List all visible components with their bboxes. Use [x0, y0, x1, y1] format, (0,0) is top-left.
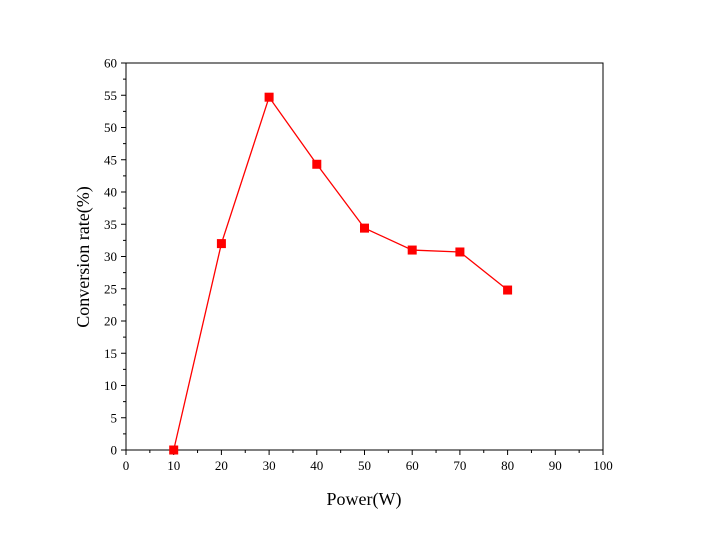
x-tick-label: 40 [310, 458, 323, 473]
x-tick-label: 80 [501, 458, 514, 473]
data-point-marker [216, 239, 226, 249]
series-line [173, 95, 509, 451]
axes: 0 10 20 30 40 50 60 70 80 90 100 0 5 10 15 20 25 30 35 40 45… [104, 56, 613, 474]
data-point-marker [264, 92, 274, 102]
plot-frame [125, 62, 604, 451]
y-tick-label: 50 [104, 120, 117, 135]
y-tick-label: 40 [104, 185, 117, 200]
data-point-marker [360, 223, 369, 233]
data-point-marker [503, 285, 513, 295]
y-axis-label: Conversion rate(%) [73, 186, 94, 327]
data-point-marker [455, 247, 465, 257]
y-tick-label: 10 [104, 378, 117, 393]
x-tick-label: 30 [263, 458, 276, 473]
x-tick-label: 70 [453, 458, 466, 473]
y-tick-label: 20 [104, 314, 117, 329]
data-point-marker [169, 445, 179, 455]
y-tick-label: 15 [104, 346, 117, 361]
x-tick-label: 0 [123, 458, 130, 473]
data-point-marker [312, 159, 322, 169]
x-tick-label: 100 [593, 458, 613, 473]
y-tick-label: 35 [104, 217, 117, 232]
series-group [169, 92, 513, 455]
y-tick-label: 5 [111, 410, 118, 425]
y-tick-label: 45 [104, 152, 117, 167]
y-tick-label: 30 [104, 249, 117, 264]
y-tick-label: 60 [104, 56, 117, 71]
x-tick-label: 50 [358, 458, 371, 473]
x-axis-label: Power(W) [327, 489, 402, 510]
x-tick-label: 60 [406, 458, 419, 473]
data-point-marker [407, 245, 417, 255]
x-tick-label: 90 [549, 458, 562, 473]
y-tick-label: 55 [104, 88, 117, 103]
x-tick-label: 20 [215, 458, 228, 473]
y-tick-label: 0 [111, 443, 118, 458]
y-tick-label: 25 [104, 281, 117, 296]
x-tick-label: 10 [167, 458, 180, 473]
